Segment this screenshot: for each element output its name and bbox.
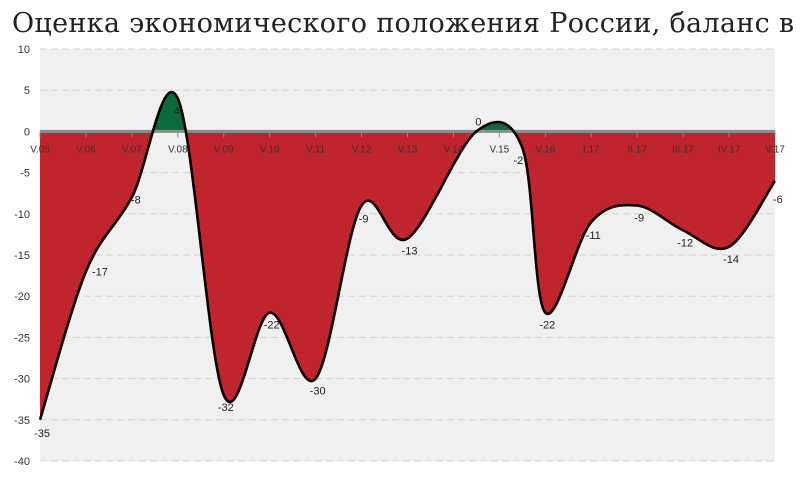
data-label: 0 xyxy=(475,116,481,128)
data-label: -13 xyxy=(402,246,418,258)
data-label: -9 xyxy=(359,214,369,226)
x-tick-label: III.17 xyxy=(672,144,695,155)
x-tick-label: V.16 xyxy=(535,144,555,155)
x-tick-label: V.10 xyxy=(260,144,280,155)
x-tick-marks xyxy=(39,131,776,138)
data-label: -9 xyxy=(634,213,644,225)
data-label: -6 xyxy=(773,194,783,206)
data-label: -14 xyxy=(723,254,739,266)
x-tick-label: V.15 xyxy=(490,144,510,155)
data-label: -12 xyxy=(677,237,693,249)
y-tick-label: -40 xyxy=(14,456,30,468)
y-tick-label: 5 xyxy=(24,85,30,97)
data-labels: -35 -17 -8 4 -32 -22 -30 -9 -13 0 -2 -22 -11 -9 -12 -14… xyxy=(34,105,783,439)
x-tick-label: V.08 xyxy=(168,144,188,155)
data-label: 4 xyxy=(174,105,180,117)
x-tick-label: V.17 xyxy=(765,144,785,155)
data-label: -22 xyxy=(264,320,280,332)
data-label: -22 xyxy=(539,320,555,332)
y-tick-label: -10 xyxy=(14,209,30,221)
data-label: -17 xyxy=(92,266,108,278)
x-tick-label: V.14 xyxy=(444,144,464,155)
data-label: -11 xyxy=(586,230,601,242)
y-tick-label: -20 xyxy=(14,291,30,303)
y-axis-ticks: 10 5 0 -5 -10 -15 -20 -25 -30 -35 -40 xyxy=(14,44,30,468)
y-tick-label: -30 xyxy=(14,374,30,386)
x-tick-label: II.17 xyxy=(627,144,647,155)
y-tick-label: -25 xyxy=(14,332,30,344)
y-tick-label: -35 xyxy=(14,415,30,427)
y-tick-label: -15 xyxy=(14,250,30,262)
series-line xyxy=(38,90,777,421)
x-tick-label: V.09 xyxy=(214,144,234,155)
x-tick-label: IV.17 xyxy=(718,144,741,155)
negative-area xyxy=(40,131,775,420)
data-label: -30 xyxy=(310,386,326,398)
x-tick-label: V.07 xyxy=(122,144,142,155)
data-label: -35 xyxy=(34,428,50,440)
x-tick-label: V.11 xyxy=(306,144,325,155)
y-tick-label: 0 xyxy=(24,126,30,138)
x-tick-label: V.13 xyxy=(398,144,418,155)
x-tick-label: V.12 xyxy=(352,144,372,155)
chart-title: Оценка экономического положения России, … xyxy=(12,8,800,39)
data-label: -32 xyxy=(218,402,234,414)
y-tick-label: 10 xyxy=(18,44,30,56)
x-tick-label: V.05 xyxy=(30,144,50,155)
data-label: -2 xyxy=(513,155,523,167)
x-axis-ticks: V.05 V.06 V.07 V.08 V.09 V.10 V.11 V.12 V.13 V.14… xyxy=(30,144,785,155)
x-tick-label: V.06 xyxy=(76,144,96,155)
x-tick-label: I.17 xyxy=(583,144,600,155)
y-tick-label: -5 xyxy=(20,168,30,180)
data-label: -8 xyxy=(131,194,141,206)
